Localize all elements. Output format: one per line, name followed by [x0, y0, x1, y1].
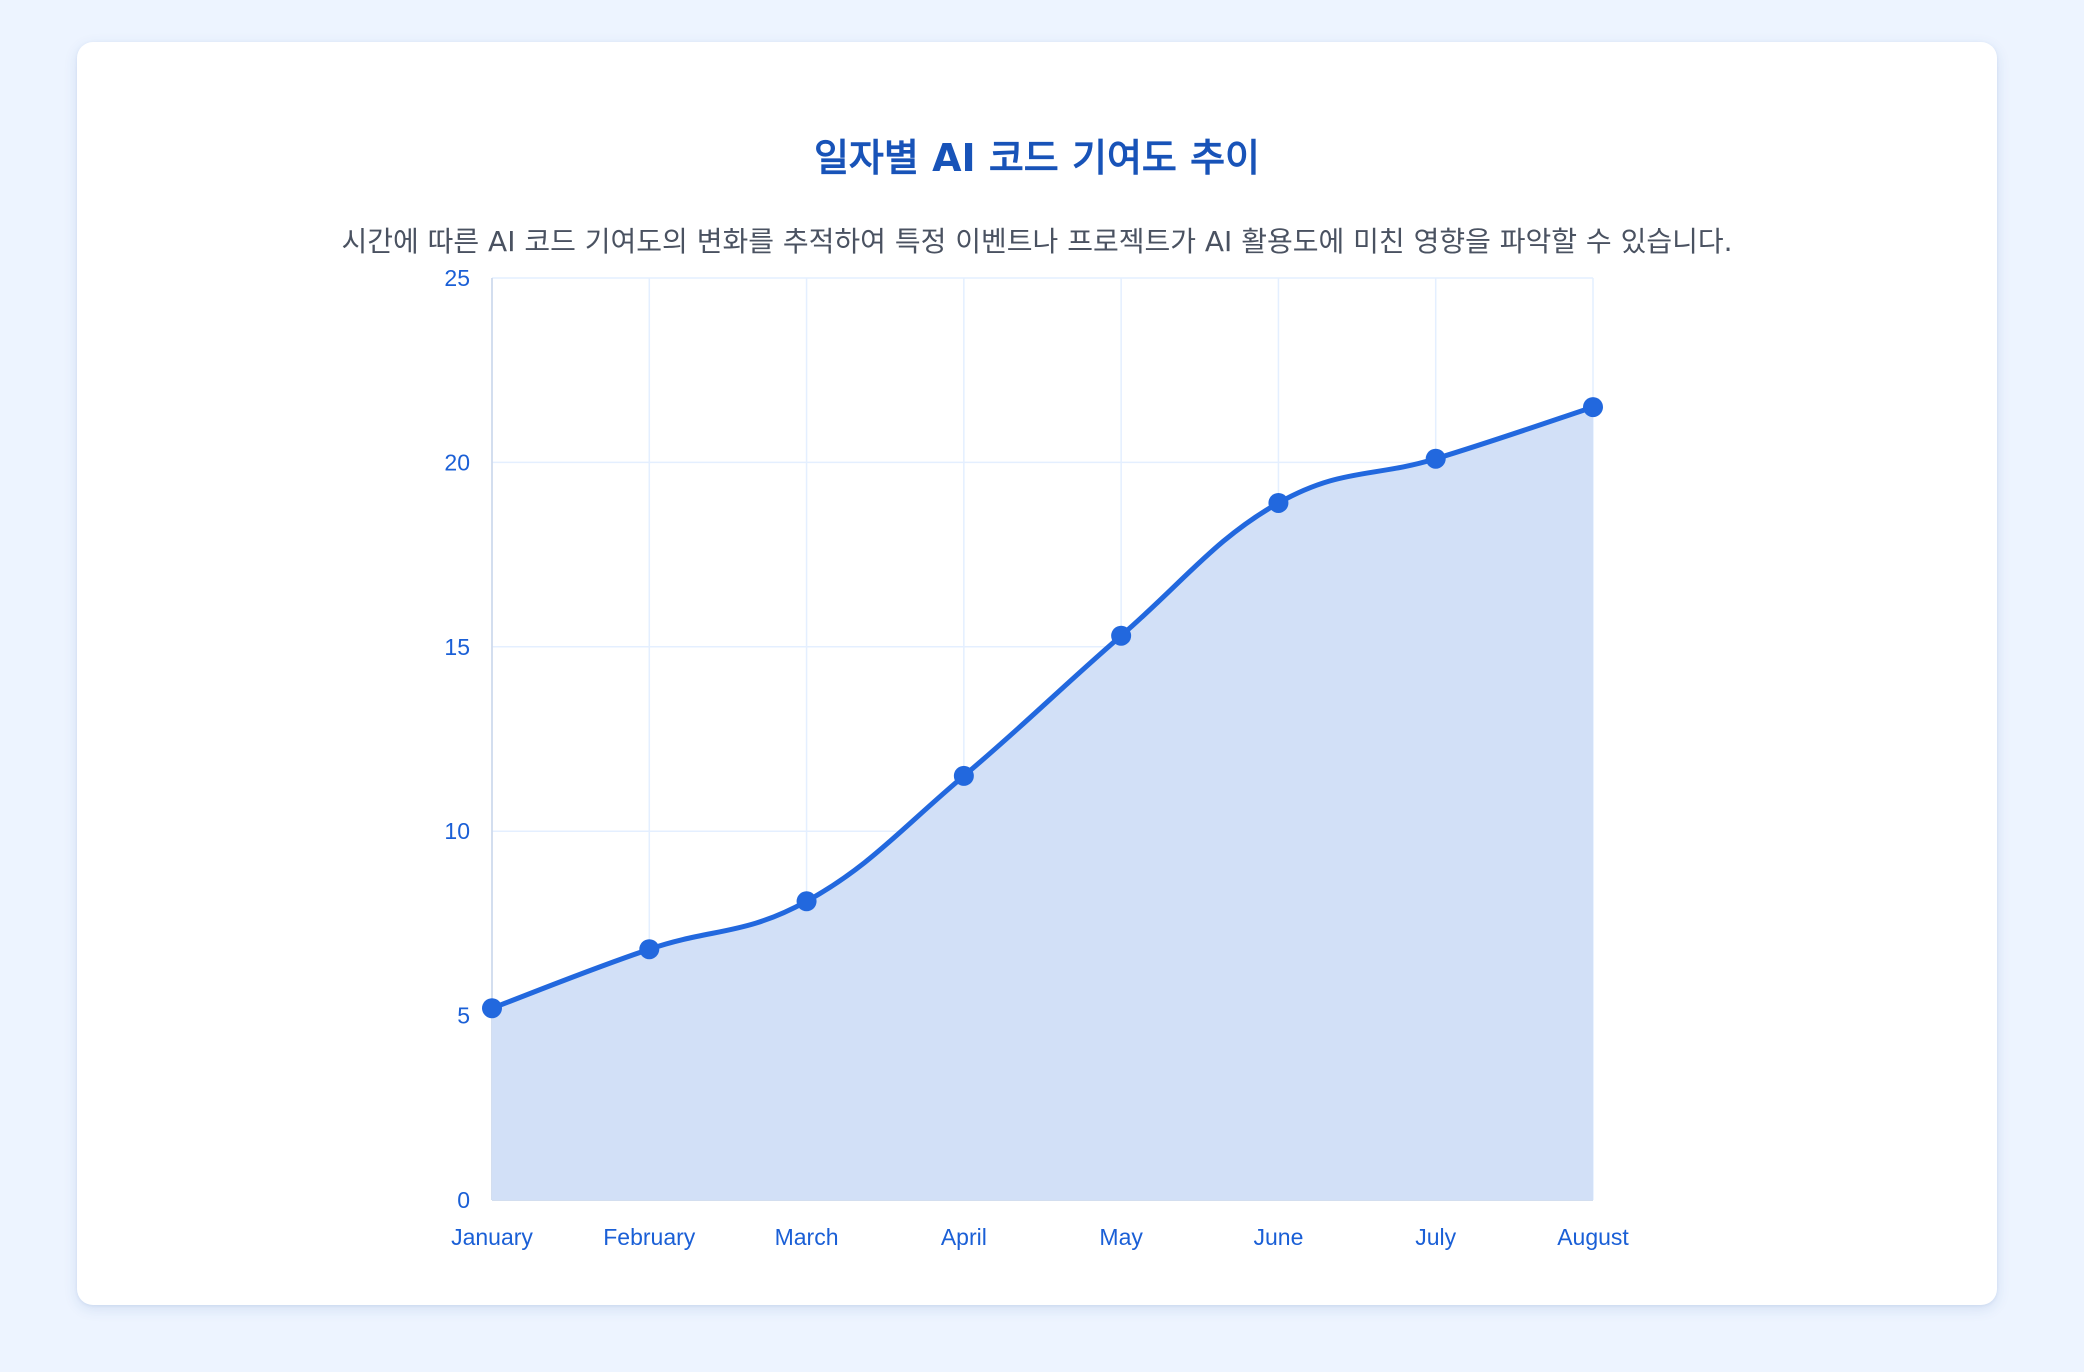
chart-description: 시간에 따른 AI 코드 기여도의 변화를 추적하여 특정 이벤트나 프로젝트가… — [341, 225, 1733, 258]
data-point-may[interactable] — [1111, 625, 1132, 646]
series-area-fill — [492, 407, 1593, 1201]
line-layer — [489, 404, 1596, 1011]
page-title: 일자별 AI 코드 기여도 추이 — [813, 136, 1261, 180]
y-tick-label: 10 — [444, 818, 470, 844]
point-layer — [482, 397, 1603, 1019]
tick-labels: 0 5 10 15 20 25 January February March April May Ju… — [444, 265, 1629, 1250]
x-tick-label: April — [941, 1224, 987, 1250]
data-point-april[interactable] — [953, 765, 974, 786]
x-tick-label: February — [603, 1224, 696, 1250]
x-tick-label: June — [1253, 1224, 1303, 1250]
data-point-june[interactable] — [1268, 492, 1289, 513]
y-tick-label: 20 — [444, 449, 470, 475]
y-tick-label: 0 — [457, 1187, 470, 1213]
y-tick-label: 25 — [444, 265, 470, 291]
x-tick-label: January — [451, 1224, 533, 1250]
data-point-february[interactable] — [639, 939, 660, 960]
x-tick-label: August — [1557, 1224, 1629, 1250]
area-layer — [492, 407, 1593, 1201]
x-tick-label: March — [775, 1224, 839, 1250]
y-tick-label: 5 — [457, 1003, 470, 1029]
data-point-july[interactable] — [1425, 448, 1446, 469]
x-tick-label: July — [1415, 1224, 1456, 1250]
y-tick-label: 15 — [444, 634, 470, 660]
data-point-january[interactable] — [482, 998, 502, 1019]
data-point-march[interactable] — [796, 891, 817, 912]
data-point-august[interactable] — [1583, 397, 1603, 418]
x-tick-label: May — [1099, 1224, 1143, 1250]
series-line — [489, 404, 1596, 1011]
